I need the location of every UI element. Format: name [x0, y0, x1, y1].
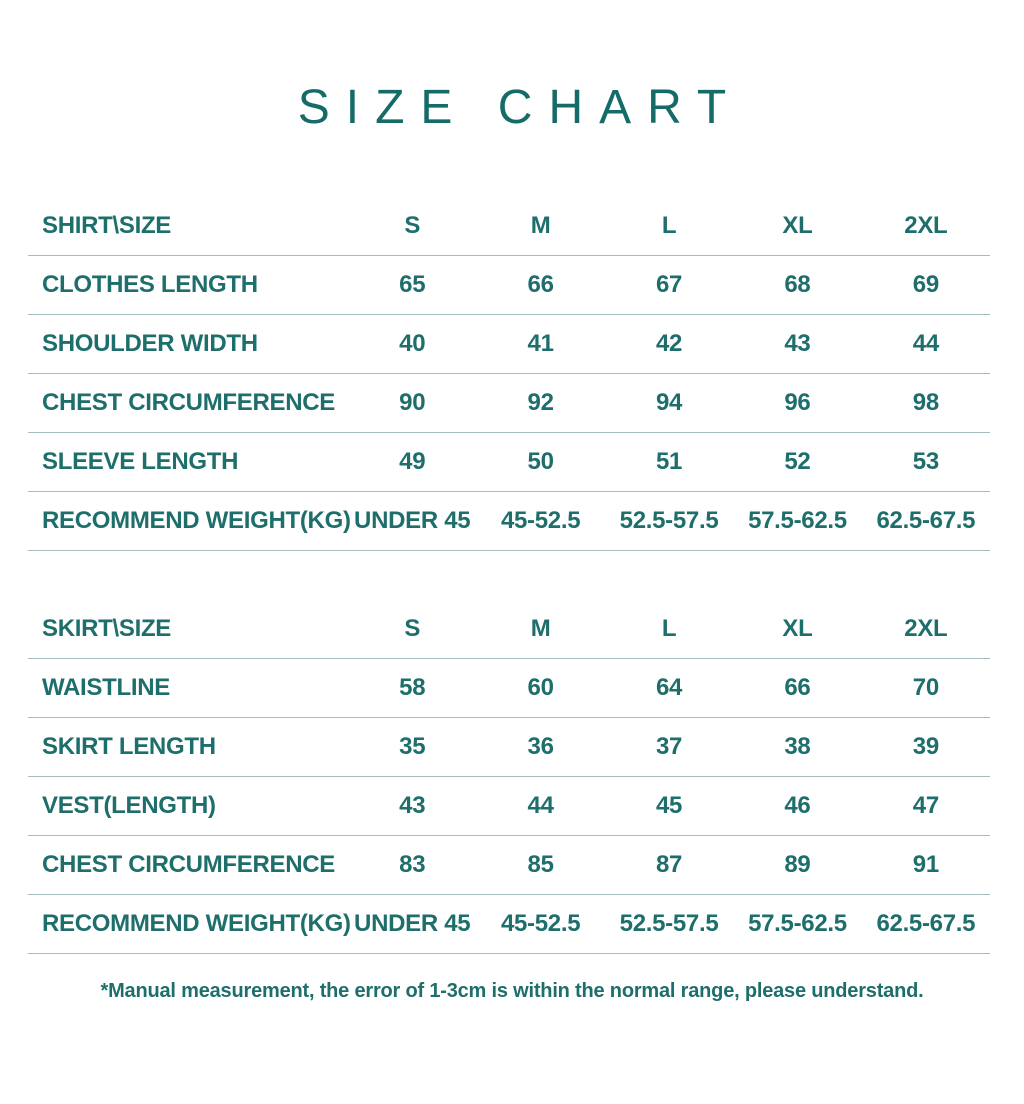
- value-cell: 35: [399, 733, 426, 760]
- table-header-row: SKIRT\SIZE S M L XL 2XL: [28, 600, 990, 659]
- column-header-cell: 2XL: [904, 615, 948, 642]
- row-label-cell: SKIRT LENGTH: [42, 733, 216, 760]
- value-cell: UNDER 45: [354, 507, 471, 534]
- row-label-cell: CLOTHES LENGTH: [42, 271, 258, 298]
- footer-note: *Manual measurement, the error of 1-3cm …: [100, 980, 924, 1002]
- column-header-cell: L: [661, 615, 677, 642]
- value-cell: 47: [912, 792, 939, 819]
- value-cell: 52: [784, 448, 811, 475]
- column-header-cell: L: [661, 212, 677, 239]
- value-cell: 89: [784, 851, 811, 878]
- table-row: CHEST CIRCUMFERENCE 90 92 94 96 98: [28, 374, 990, 433]
- shirt-size-table: SHIRT\SIZE S M L XL 2XL CLOTHES LENGTH 65 66 67 68…: [28, 197, 990, 551]
- value-cell: 87: [655, 851, 683, 878]
- value-cell: 50: [527, 448, 554, 475]
- value-cell: 45: [655, 792, 683, 819]
- value-cell: 96: [784, 389, 811, 416]
- value-cell: 58: [399, 674, 426, 701]
- table-row: SLEEVE LENGTH 49 50 51 52 53: [28, 433, 990, 492]
- value-cell: 45-52.5: [500, 507, 581, 534]
- table-row: VEST(LENGTH) 43 44 45 46 47: [28, 777, 990, 836]
- size-chart-page: SIZE CHART SHIRT\SIZE S M L XL 2XL CLOTHES LEN…: [0, 80, 1024, 1003]
- table-row: RECOMMEND WEIGHT(KG) UNDER 45 45-52.5 52.5-…: [28, 895, 990, 954]
- table-row: CLOTHES LENGTH 65 66 67 68 69: [28, 256, 990, 315]
- value-cell: 51: [655, 448, 683, 475]
- value-cell: 69: [912, 271, 939, 298]
- table-title-cell: SKIRT\SIZE: [42, 615, 172, 642]
- table-row: WAISTLINE 58 60 64 66 70: [28, 659, 990, 718]
- value-cell: 46: [784, 792, 811, 819]
- table-row: SKIRT LENGTH 35 36 37 38 39: [28, 718, 990, 777]
- value-cell: 60: [527, 674, 554, 701]
- value-cell: 90: [399, 389, 426, 416]
- value-cell: 62.5-67.5: [876, 910, 976, 937]
- row-label-cell: CHEST CIRCUMFERENCE: [42, 851, 335, 878]
- value-cell: 44: [527, 792, 554, 819]
- table-title-cell: SHIRT\SIZE: [42, 212, 172, 239]
- row-label-cell: SLEEVE LENGTH: [42, 448, 239, 475]
- value-cell: 67: [655, 271, 683, 298]
- value-cell: 68: [784, 271, 811, 298]
- value-cell: 57.5-62.5: [748, 910, 847, 937]
- table-row: RECOMMEND WEIGHT(KG) UNDER 45 45-52.5 52.5-…: [28, 492, 990, 551]
- column-header-cell: XL: [782, 212, 813, 239]
- row-label-cell: RECOMMEND WEIGHT(KG): [42, 910, 351, 937]
- value-cell: UNDER 45: [354, 910, 471, 937]
- table-header-row: SHIRT\SIZE S M L XL 2XL: [28, 197, 990, 256]
- value-cell: 40: [399, 330, 426, 357]
- value-cell: 53: [912, 448, 939, 475]
- skirt-size-table: SKIRT\SIZE S M L XL 2XL WAISTLINE 58 60 64 66 70 SKI…: [28, 600, 990, 954]
- value-cell: 92: [527, 389, 554, 416]
- value-cell: 44: [912, 330, 939, 357]
- row-label-cell: SHOULDER WIDTH: [42, 330, 258, 357]
- table-row: CHEST CIRCUMFERENCE 83 85 87 89 91: [28, 836, 990, 895]
- column-header-cell: M: [530, 615, 551, 642]
- value-cell: 43: [399, 792, 426, 819]
- value-cell: 70: [912, 674, 939, 701]
- value-cell: 83: [399, 851, 426, 878]
- value-cell: 64: [655, 674, 683, 701]
- value-cell: 66: [784, 674, 811, 701]
- value-cell: 38: [784, 733, 811, 760]
- value-cell: 52.5-57.5: [619, 910, 719, 937]
- value-cell: 37: [655, 733, 683, 760]
- column-header-cell: S: [404, 615, 421, 642]
- value-cell: 57.5-62.5: [748, 507, 847, 534]
- row-label-cell: RECOMMEND WEIGHT(KG): [42, 507, 351, 534]
- value-cell: 49: [399, 448, 426, 475]
- row-label-cell: WAISTLINE: [42, 674, 170, 701]
- column-header-cell: M: [530, 212, 551, 239]
- row-label-cell: VEST(LENGTH): [42, 792, 216, 819]
- value-cell: 45-52.5: [500, 910, 581, 937]
- value-cell: 66: [527, 271, 554, 298]
- value-cell: 85: [527, 851, 554, 878]
- value-cell: 39: [912, 733, 939, 760]
- row-label-cell: CHEST CIRCUMFERENCE: [42, 389, 335, 416]
- value-cell: 36: [527, 733, 554, 760]
- value-cell: 65: [399, 271, 426, 298]
- column-header-cell: S: [404, 212, 421, 239]
- value-cell: 94: [655, 389, 683, 416]
- value-cell: 41: [527, 330, 554, 357]
- page-title: SIZE CHART: [297, 81, 743, 134]
- value-cell: 43: [784, 330, 811, 357]
- value-cell: 52.5-57.5: [619, 507, 719, 534]
- table-row: SHOULDER WIDTH 40 41 42 43 44: [28, 315, 990, 374]
- value-cell: 91: [912, 851, 939, 878]
- column-header-cell: 2XL: [904, 212, 948, 239]
- value-cell: 98: [912, 389, 939, 416]
- column-header-cell: XL: [782, 615, 813, 642]
- value-cell: 42: [655, 330, 683, 357]
- value-cell: 62.5-67.5: [876, 507, 976, 534]
